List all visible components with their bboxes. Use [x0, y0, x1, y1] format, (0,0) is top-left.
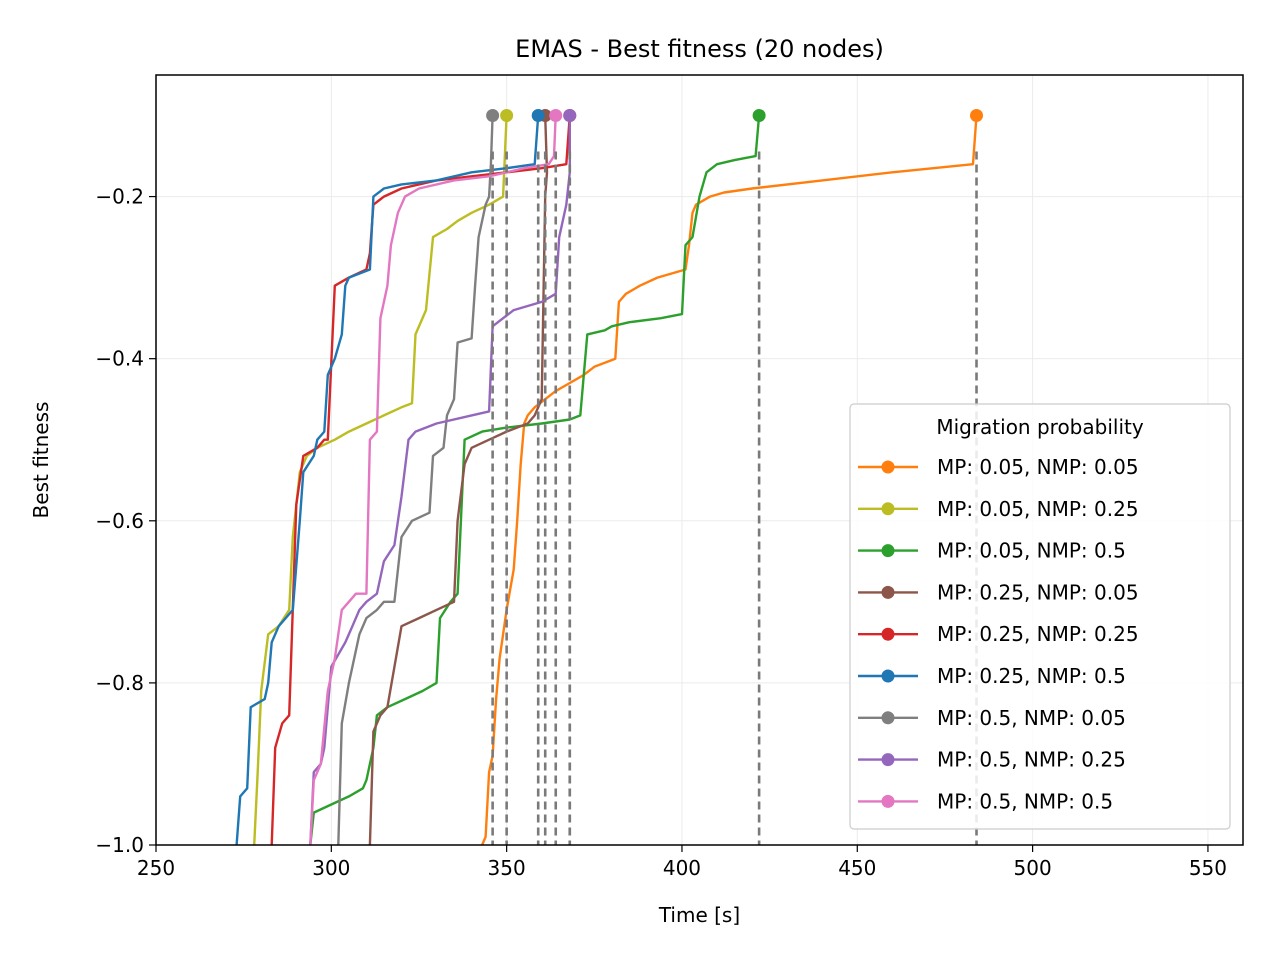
y-tick-label: −0.2 — [95, 185, 144, 209]
legend-entry-label: MP: 0.05, NMP: 0.5 — [937, 539, 1126, 563]
y-axis-label: Best fitness — [29, 402, 53, 519]
legend-entry-label: MP: 0.05, NMP: 0.25 — [937, 497, 1139, 521]
legend-swatch-marker — [881, 460, 895, 474]
x-axis-label: Time [s] — [658, 903, 740, 927]
series-line — [337, 115, 494, 846]
legend: Migration probability MP: 0.05, NMP: 0.05… — [849, 403, 1231, 830]
legend-swatch-marker — [881, 711, 895, 725]
x-tick-label: 550 — [1189, 856, 1227, 880]
legend-entry-label: MP: 0.05, NMP: 0.05 — [937, 455, 1139, 479]
x-tick-label: 450 — [838, 856, 876, 880]
x-tick-label: 300 — [312, 856, 350, 880]
y-tick-label: −1.0 — [95, 833, 144, 857]
series-line — [235, 115, 540, 846]
series-line — [270, 115, 571, 846]
legend-entry-label: MP: 0.25, NMP: 0.05 — [937, 580, 1139, 604]
legend-entry-label: MP: 0.5, NMP: 0.05 — [937, 706, 1126, 730]
y-tick-label: −0.8 — [95, 671, 144, 695]
y-tick-label: −0.4 — [95, 347, 144, 371]
legend-swatch-marker — [881, 544, 895, 558]
legend-entry-label: MP: 0.5, NMP: 0.5 — [937, 789, 1113, 813]
end-marker — [500, 109, 514, 123]
legend-swatch-marker — [881, 753, 895, 767]
series-line — [309, 115, 557, 846]
legend-swatch-marker — [881, 794, 895, 808]
end-marker — [486, 109, 500, 123]
end-marker — [563, 109, 577, 123]
x-tick-label: 500 — [1014, 856, 1052, 880]
legend-entry-label: MP: 0.25, NMP: 0.5 — [937, 664, 1126, 688]
legend-swatch-marker — [881, 627, 895, 641]
end-marker — [970, 109, 984, 123]
legend-swatch-marker — [881, 669, 895, 683]
chart-title: EMAS - Best fitness (20 nodes) — [515, 35, 884, 63]
x-tick-label: 250 — [137, 856, 175, 880]
x-tick-label: 400 — [663, 856, 701, 880]
legend-swatch-marker — [881, 502, 895, 516]
legend-swatch-marker — [881, 585, 895, 599]
x-tick-label: 350 — [488, 856, 526, 880]
legend-entry-label: MP: 0.5, NMP: 0.25 — [937, 748, 1126, 772]
end-marker — [531, 109, 545, 123]
legend-box — [849, 403, 1231, 830]
end-marker — [752, 109, 766, 123]
plot-area-frame — [155, 74, 1244, 846]
end-marker — [549, 109, 563, 123]
legend-title: Migration probability — [936, 415, 1144, 439]
series-line — [368, 115, 549, 846]
series-line — [480, 115, 978, 846]
legend-entry-label: MP: 0.25, NMP: 0.25 — [937, 622, 1139, 646]
y-tick-label: −0.6 — [95, 509, 144, 533]
axis-ticks: 250 300 350 400 450 500 550 −1.0 −0.8 −0.6 −0.4 −0.… — [95, 185, 1227, 880]
